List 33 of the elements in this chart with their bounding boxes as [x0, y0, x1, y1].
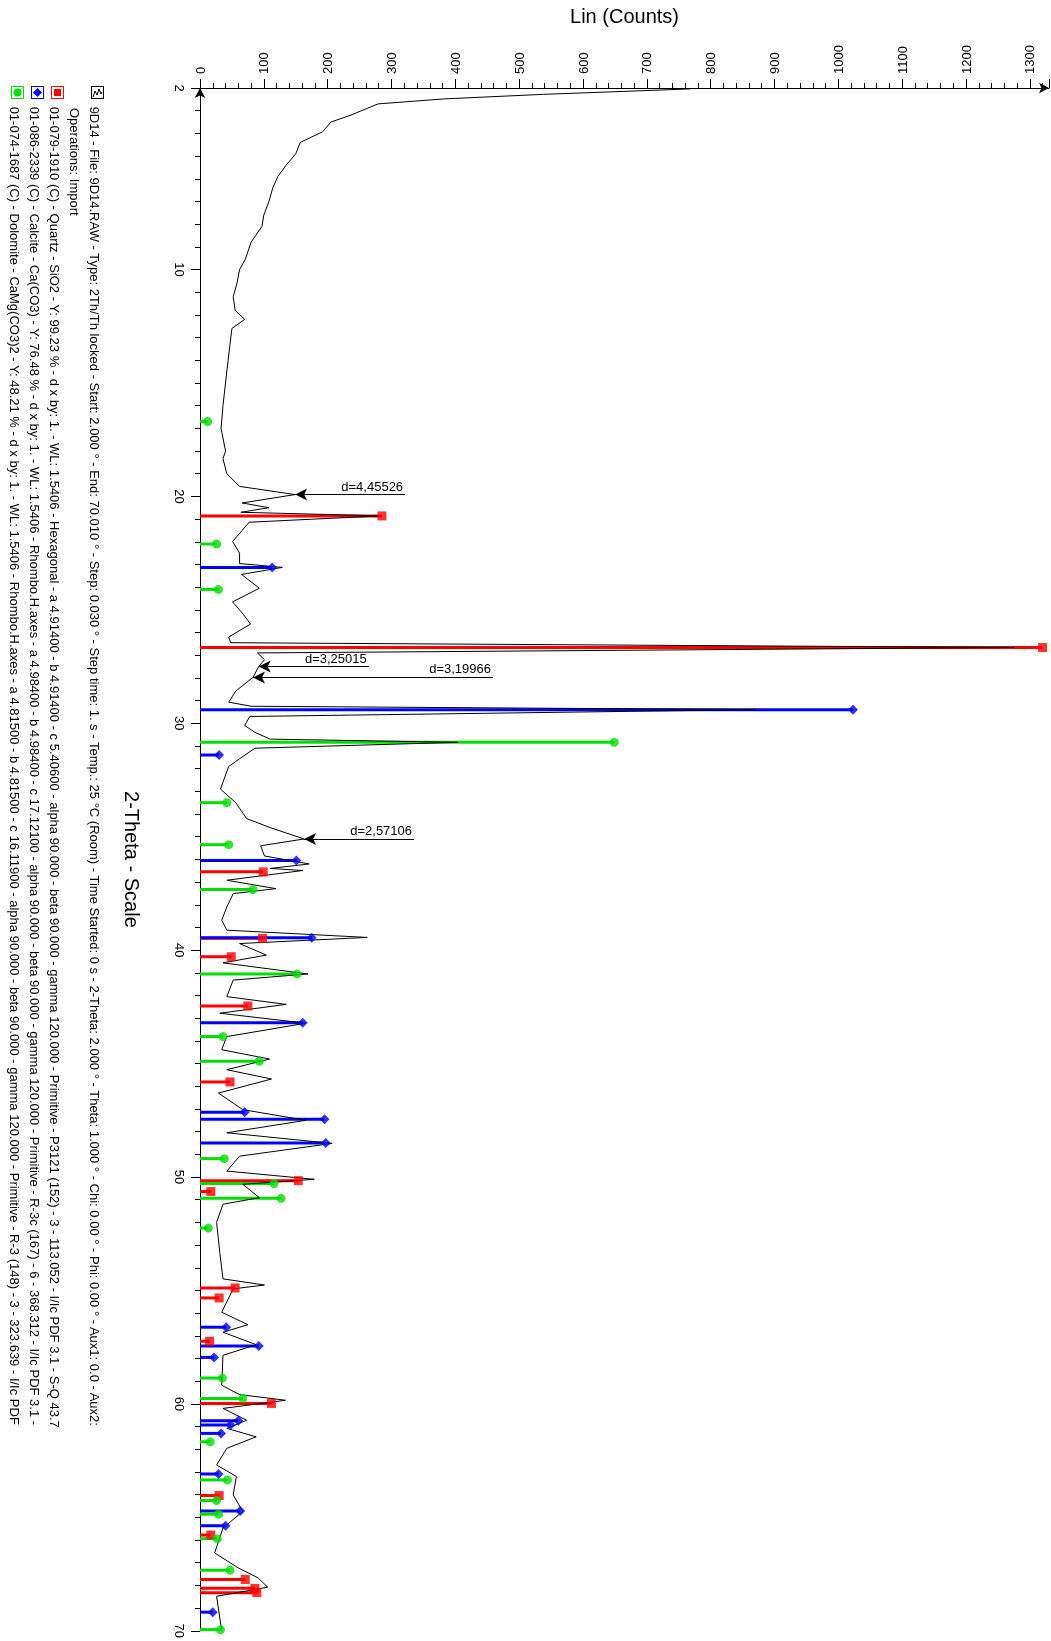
x-tick-label: 200: [320, 52, 336, 74]
y-tick-label: 50: [172, 1169, 187, 1185]
x-tick-label: 600: [575, 52, 591, 74]
x-tick-label: 1300: [1022, 45, 1038, 74]
annotation: d=2,57106: [350, 822, 413, 838]
x-tick-label: 900: [767, 52, 783, 74]
y-tick-label: 10: [172, 262, 187, 277]
y-tick-label: 60: [172, 1396, 187, 1412]
legend-label: 01-074-1687 (C) - Dolomite - CaMg(CO3)2 - Y: 48.21 % - d x by: 1. - WL: 1.5406 - Rhombo.H.axes - a 4.81500 - b 4.81500 - c 16.11900 - alpha 90.000 - beta 90.000 - gamma 120.000 - Primitive - R-3 (148) - 3 - 323.639 - I/Ic PDF: [7, 106, 22, 1425]
annotation: d=3,19966: [429, 661, 491, 677]
x-tick-label: 1200: [958, 45, 974, 74]
y-tick-label: 70: [172, 1623, 187, 1638]
x-tick-label: 1000: [830, 45, 846, 74]
y-tick-label: 30: [172, 716, 187, 731]
x-tick-label: 0: [192, 66, 208, 74]
annotation: d=4,45526: [341, 478, 404, 494]
x-tick-label: 100: [256, 52, 272, 74]
x-tick-label: 400: [447, 52, 463, 74]
legend-label: 01-086-2339 (C) - Calcite - Ca(CO3) - Y: 76.48 % - d x by: 1. - WL: 1.5406 - Rhombo.H.axes - a 4.98400 - b 4.98400 - c 17.12100 - alpha 90.000 - beta 90.000 - gamma 120.000 - Primitive - R-3c (167) - 6 - 368.312 - I/Ic PDF 3.1 -: [27, 106, 42, 1426]
x-tick-label: 500: [511, 52, 527, 74]
x-tick-label: 300: [384, 52, 399, 74]
annotation: d=3,25015: [304, 650, 367, 666]
x-tick-label: 800: [703, 52, 719, 74]
legend-label: 9D14 - File: 9D14.RAW - Type: 2Th/Th locked - Start: 2.000 ° - End: 70.010 ° - Step: 0.030 ° - Step time: 1. s - Temp.: 25 °C (Room) - Time Started: 0 s - 2-Theta: 2.000 ° - Theta: 1.000 ° - Chi: 0.00 ° - Phi: 0.00 ° - Aux1: 0.0 - Aux2:: [87, 106, 102, 1426]
y-tick-label: 40: [172, 942, 187, 958]
x-axis-title: Lin (Counts): [570, 5, 679, 27]
x-tick-label: 700: [639, 52, 655, 74]
y-tick-label: 20: [172, 489, 187, 504]
y-tick-label: 2: [172, 84, 187, 92]
legend-label: 01-079-1910 (C) - Quartz - SiO2 - Y: 99.23 % - d x by: 1. - WL: 1.5406 - Hexagonal - a 4.91400 - b 4.91400 - c 5.40600 - alpha 90.000 - beta 90.000 - gamma 120.000 - Primitive - P3121 (152) - 3 - 113.052 - I/Ic PDF 3.1 - S-Q 43.7: [47, 106, 62, 1428]
text: Operations: Import: [66, 107, 83, 218]
y-axis-title: 2-Theta - Scale: [121, 791, 143, 928]
x-tick-label: 1100: [894, 46, 910, 74]
